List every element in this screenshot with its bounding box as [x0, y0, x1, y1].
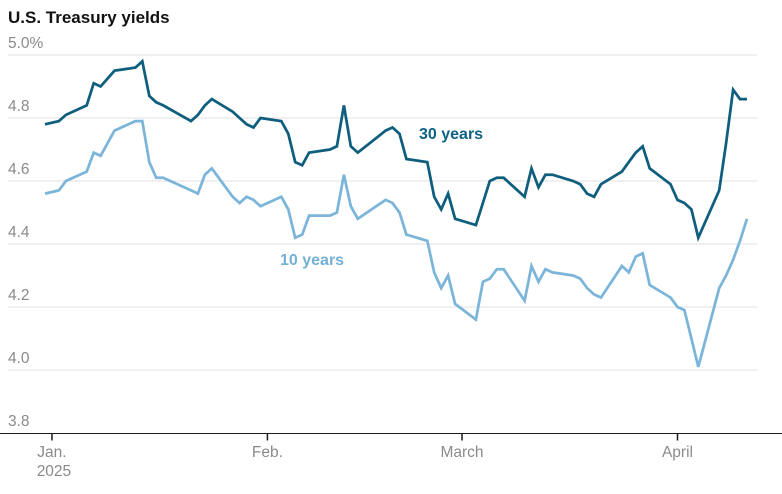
- x-axis-label-Feb.: Feb.: [251, 444, 283, 461]
- y-axis-label-4.6: 4.6: [8, 161, 30, 178]
- series-label-10-years: 10 years: [280, 252, 345, 269]
- y-axis-label-5.0%: 5.0%: [8, 35, 44, 52]
- x-axis-sublabel-2025: 2025: [36, 463, 72, 480]
- y-axis-label-4.2: 4.2: [8, 287, 30, 304]
- y-axis-label-4.8: 4.8: [8, 98, 30, 115]
- series-label-30-years: 30 years: [419, 126, 484, 143]
- line-10-years: [44, 119, 749, 368]
- x-axis-label-Jan.: Jan.: [37, 444, 67, 461]
- y-axis-label-4.0: 4.0: [8, 350, 30, 367]
- y-axis-label-3.8: 3.8: [8, 413, 30, 430]
- chart-title: U.S. Treasury yields: [8, 8, 170, 27]
- y-axis-label-4.4: 4.4: [8, 224, 30, 241]
- x-axis-label-April: April: [661, 444, 693, 461]
- line-30-years: [44, 58, 747, 242]
- x-axis-label-March: March: [440, 444, 484, 461]
